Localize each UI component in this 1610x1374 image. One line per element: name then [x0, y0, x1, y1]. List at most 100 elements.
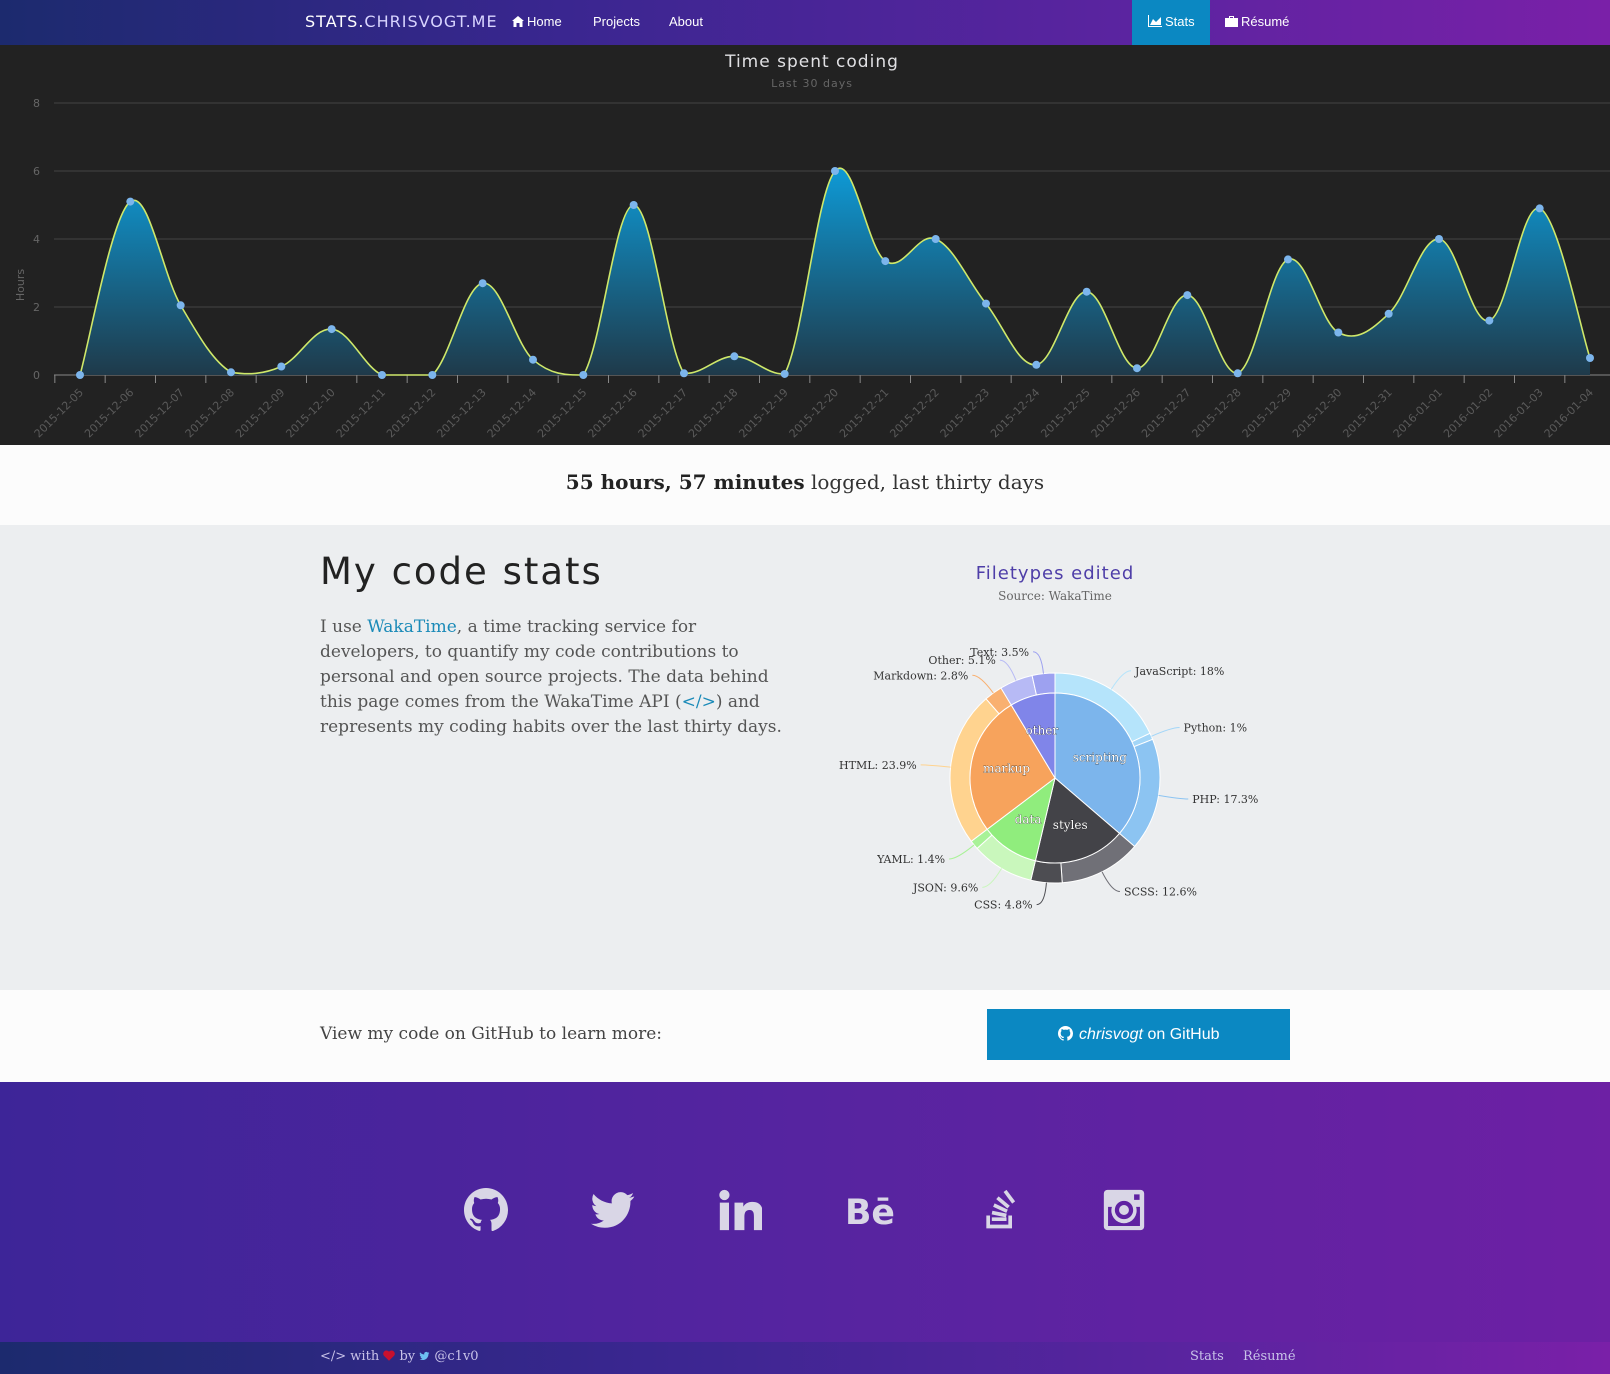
x-tick-label: 2015-12-11 — [334, 386, 388, 440]
x-tick-label: 2015-12-22 — [887, 386, 941, 440]
footer-stats-link[interactable]: Stats — [1190, 1349, 1224, 1364]
x-tick-label: 2015-12-31 — [1340, 386, 1394, 440]
data-point[interactable] — [1133, 364, 1141, 373]
x-tick-label: 2015-12-25 — [1038, 386, 1092, 440]
pie-connector — [1151, 727, 1180, 737]
pie-outer-label: CSS: 4.8% — [974, 899, 1032, 912]
y-axis-title: Hours — [14, 269, 27, 301]
wakatime-api-link[interactable]: </> — [681, 692, 716, 712]
wakatime-link[interactable]: WakaTime — [367, 617, 457, 637]
x-tick-label: 2015-12-18 — [686, 386, 740, 440]
data-point[interactable] — [1334, 328, 1343, 337]
data-point[interactable] — [478, 279, 487, 288]
data-point[interactable] — [428, 371, 437, 379]
data-point[interactable] — [378, 371, 386, 379]
y-tick-label: 4 — [33, 233, 40, 246]
x-tick-label: 2015-12-26 — [1089, 386, 1143, 440]
data-point[interactable] — [1032, 360, 1041, 369]
footer-credit: </> with by @c1v0 — [320, 1349, 479, 1364]
data-point[interactable] — [1082, 287, 1091, 296]
x-tick-label: 2015-12-12 — [384, 386, 438, 440]
summary-band — [0, 445, 1610, 525]
data-point[interactable] — [1233, 369, 1242, 378]
pie-outer-slice[interactable] — [1031, 672, 1056, 696]
data-point[interactable] — [126, 197, 135, 206]
data-point[interactable] — [881, 257, 890, 266]
x-tick-label: 2015-12-20 — [787, 386, 841, 440]
pie-inner-slice[interactable] — [969, 704, 1056, 830]
twitter-handle-link[interactable]: @c1v0 — [434, 1349, 479, 1364]
x-tick-label: 2015-12-06 — [82, 386, 136, 440]
brand-logo[interactable]: STATS.CHRISVOGT.ME — [305, 12, 498, 31]
svg-text:Bē: Bē — [845, 1193, 895, 1232]
pie-connector — [999, 659, 1017, 681]
data-point[interactable] — [730, 352, 739, 361]
x-tick-label: 2015-12-14 — [485, 386, 539, 440]
pie-connector — [1158, 794, 1189, 800]
pie-inner-slice[interactable] — [1010, 692, 1056, 780]
filetypes-pie-chart: scripting styles data markup other JavaScrip… — [839, 646, 1258, 912]
data-point[interactable] — [1485, 316, 1494, 325]
linkedin-icon[interactable] — [718, 1188, 762, 1232]
pie-connector — [949, 844, 975, 860]
pie-connector — [1101, 871, 1121, 893]
data-point[interactable] — [76, 371, 84, 379]
data-point[interactable] — [529, 355, 537, 364]
pie-inner-slice[interactable] — [1054, 692, 1141, 835]
nav-projects-link[interactable]: Projects — [593, 14, 640, 29]
twitter-icon — [419, 1351, 430, 1361]
chart-title: Time spent coding — [725, 52, 899, 72]
data-point[interactable] — [629, 201, 638, 209]
footer-social-band — [0, 1082, 1610, 1342]
nav-resume-link[interactable]: Résumé — [1225, 14, 1289, 29]
x-tick-label: 2016-01-02 — [1441, 386, 1495, 440]
data-point[interactable] — [982, 299, 990, 308]
data-point[interactable] — [780, 369, 789, 378]
data-point[interactable] — [680, 369, 688, 378]
twitter-icon[interactable] — [591, 1188, 635, 1232]
pie-inner-label: data — [1015, 812, 1042, 826]
pie-chart-subtitle: Source: WakaTime — [998, 589, 1112, 603]
data-point[interactable] — [1586, 354, 1594, 362]
data-point[interactable] — [1535, 204, 1544, 213]
nav-stats-link[interactable]: Stats — [1132, 0, 1210, 45]
data-point[interactable] — [176, 301, 185, 310]
data-point[interactable] — [1435, 235, 1443, 243]
pie-inner-label: other — [1026, 723, 1059, 737]
data-point[interactable] — [327, 325, 336, 334]
github-icon — [1057, 1026, 1073, 1041]
x-tick-label: 2015-12-16 — [585, 386, 639, 440]
data-point[interactable] — [277, 362, 286, 371]
x-tick-label: 2016-01-01 — [1391, 386, 1445, 440]
x-tick-label: 2015-12-09 — [233, 386, 287, 440]
behance-icon[interactable]: Bē — [845, 1188, 897, 1232]
data-point[interactable] — [227, 368, 235, 377]
data-point[interactable] — [579, 371, 588, 379]
heart-icon — [383, 1350, 396, 1361]
pie-inner-slice[interactable] — [1034, 777, 1121, 864]
github-icon[interactable] — [464, 1188, 508, 1232]
x-tick-label: 2015-12-17 — [636, 386, 690, 440]
x-tick-label: 2015-12-10 — [283, 386, 337, 440]
pie-outer-label: Markdown: 2.8% — [873, 669, 968, 682]
footer-resume-link[interactable]: Résumé — [1243, 1349, 1296, 1364]
x-tick-label: 2015-12-08 — [183, 386, 237, 440]
nav-about-link[interactable]: About — [669, 14, 703, 29]
data-point[interactable] — [931, 235, 940, 243]
instagram-icon[interactable] — [1102, 1188, 1146, 1232]
data-point[interactable] — [1384, 309, 1393, 318]
data-point[interactable] — [1284, 255, 1292, 264]
briefcase-icon — [1225, 16, 1238, 27]
github-cta-text: View my code on GitHub to learn more: — [320, 1024, 663, 1044]
pie-outer-label: SCSS: 12.6% — [1124, 886, 1197, 899]
pie-outer-label: PHP: 17.3% — [1192, 793, 1258, 806]
stackoverflow-icon[interactable] — [979, 1188, 1023, 1232]
pie-outer-label: Other: 5.1% — [928, 654, 995, 667]
pie-connector — [982, 868, 1002, 888]
data-point[interactable] — [1183, 291, 1192, 300]
nav-home-link[interactable]: Home — [512, 14, 562, 29]
github-profile-button[interactable]: chrisvogt on GitHub — [987, 1009, 1290, 1060]
pie-outer-slice[interactable] — [1030, 860, 1063, 884]
data-point[interactable] — [831, 167, 839, 175]
pie-connector — [1110, 670, 1132, 690]
